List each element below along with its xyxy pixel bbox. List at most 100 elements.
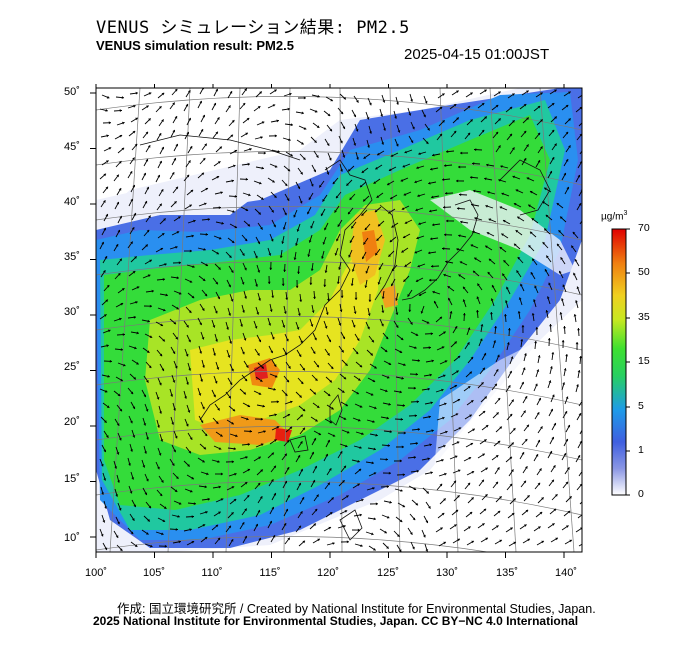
wind-arrow-head — [342, 336, 346, 339]
wind-arrow-head — [374, 366, 377, 369]
wind-arrow-head — [378, 223, 381, 227]
wind-arrow-head — [329, 420, 332, 424]
wind-arrow-head — [459, 261, 463, 264]
wind-arrow-head — [261, 366, 264, 369]
wind-arrow-head — [120, 378, 123, 382]
wind-arrow-head — [338, 267, 341, 270]
wind-arrow-head — [258, 339, 262, 343]
wind-arrow-head — [228, 525, 231, 529]
wind-arrow-head — [540, 119, 543, 122]
wind-arrow-head — [205, 510, 208, 514]
wind-arrow-head — [573, 272, 576, 276]
wind-arrow-head — [315, 419, 318, 422]
wind-arrow-head — [373, 181, 377, 184]
wind-arrow-head — [356, 157, 359, 160]
wind-arrow-head — [518, 297, 522, 300]
wind-arrow-head — [198, 393, 202, 396]
wind-arrow-head — [245, 208, 249, 211]
wind-arrow-head — [286, 338, 289, 342]
wind-arrow-head — [454, 384, 457, 388]
wind-arrow-head — [331, 497, 334, 500]
wind-arrow-head — [494, 383, 497, 387]
wind-arrow-head — [412, 546, 415, 550]
wind-arrow-head — [308, 197, 312, 200]
wind-arrow-head — [276, 426, 280, 429]
wind-arrow-head — [271, 209, 274, 213]
wind-arrow-head — [428, 181, 431, 185]
wind-arrow-head — [220, 434, 223, 437]
wind-arrow-head — [481, 103, 485, 106]
wind-arrow-head — [400, 337, 404, 340]
wind-arrow-head — [485, 204, 488, 208]
wind-arrow-head — [470, 442, 473, 446]
wind-arrow-head — [272, 180, 275, 183]
wind-arrow-head — [483, 353, 487, 356]
wind-arrow-head — [503, 260, 506, 263]
wind-arrow-head — [340, 295, 344, 298]
wind-arrow-head — [361, 170, 365, 173]
wind-arrow-head — [389, 430, 392, 434]
wind-arrow-head — [102, 520, 106, 523]
wind-arrow-head — [130, 241, 133, 245]
wind-arrow-head — [256, 312, 260, 315]
wind-arrow-head — [279, 255, 283, 258]
wind-arrow-head — [165, 293, 168, 297]
wind-arrow-head — [258, 212, 261, 215]
wind-arrow-head — [310, 225, 313, 229]
wind-arrow-head — [362, 256, 365, 260]
wind-arrow-head — [523, 480, 526, 484]
wind-arrow-head — [568, 118, 571, 121]
wind-arrow-head — [158, 453, 162, 456]
wind-arrow-head — [495, 369, 499, 372]
wind-arrow-head — [261, 166, 264, 170]
wind-arrow-head — [299, 200, 303, 204]
wind-arrow-head — [160, 439, 164, 442]
wind-arrow-head — [509, 413, 513, 417]
wind-arrow-head — [121, 288, 125, 291]
wind-arrow-head — [163, 218, 166, 221]
wind-arrow-head — [383, 128, 386, 131]
wind-arrow-head — [201, 172, 204, 176]
wind-arrow-head — [490, 312, 493, 315]
wind-arrow-head — [145, 409, 149, 412]
wind-arrow-head — [246, 118, 250, 121]
wind-arrow-head — [245, 456, 248, 459]
wind-arrow-head — [376, 238, 380, 241]
wind-arrow-head — [565, 438, 568, 442]
wind-arrow-head — [524, 439, 528, 442]
wind-arrow-head — [540, 146, 543, 149]
wind-arrow-head — [563, 172, 567, 176]
latitude-label: 15˚ — [64, 473, 80, 485]
wind-arrow-head — [496, 412, 499, 415]
wind-arrow-head — [244, 238, 248, 242]
wind-arrow-head — [136, 331, 139, 335]
wind-arrow-head — [565, 105, 569, 108]
wind-arrow-head — [471, 203, 474, 207]
wind-arrow-head — [359, 364, 363, 368]
wind-arrow-head — [186, 324, 189, 328]
wind-arrow-head — [230, 134, 233, 138]
wind-arrow-head — [272, 535, 276, 538]
wind-arrow-head — [307, 211, 310, 215]
wind-arrow-head — [132, 271, 136, 274]
wind-arrow-head — [524, 353, 527, 356]
wind-arrow-head — [282, 227, 286, 230]
wind-arrow-head — [119, 548, 123, 551]
wind-arrow-head — [164, 263, 167, 266]
wind-arrow-head — [449, 311, 453, 314]
wind-arrow-head — [289, 92, 292, 96]
wind-arrow-head — [188, 339, 191, 343]
wind-arrow-head — [364, 285, 368, 288]
wind-arrow-head — [340, 140, 343, 144]
graticule — [96, 88, 582, 552]
wind-arrow-head — [244, 88, 247, 92]
wind-arrow-head — [426, 321, 430, 324]
wind-arrow-head — [432, 223, 435, 227]
wind-arrow-head — [551, 436, 554, 440]
colorbar-tick-label: 50 — [638, 266, 650, 278]
wind-arrow-head — [104, 389, 108, 393]
wind-arrow-head — [548, 282, 551, 286]
wind-arrow-head — [565, 131, 569, 135]
wind-arrow-head — [343, 376, 347, 380]
wind-arrow-head — [188, 450, 191, 454]
